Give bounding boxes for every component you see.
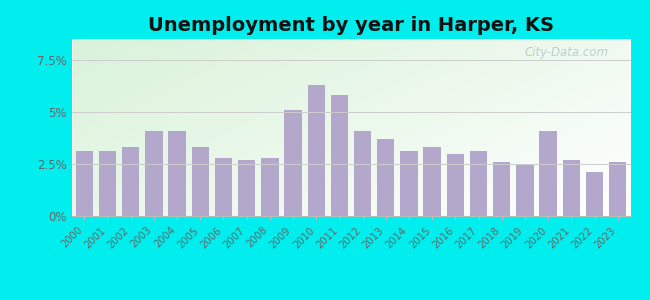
Text: City-Data.com: City-Data.com [524, 46, 608, 59]
Bar [168, 130, 186, 216]
Bar [493, 162, 510, 216]
Bar [214, 158, 232, 216]
Bar [99, 152, 116, 216]
Bar [470, 152, 488, 216]
Bar [75, 152, 93, 216]
Bar [284, 110, 302, 216]
Bar [354, 130, 371, 216]
Bar [516, 164, 534, 216]
Bar [400, 152, 418, 216]
Bar [307, 85, 325, 216]
Bar [122, 147, 139, 216]
Bar [609, 162, 627, 216]
Bar [238, 160, 255, 216]
Bar [192, 147, 209, 216]
Bar [331, 95, 348, 216]
Bar [586, 172, 603, 216]
Bar [145, 130, 162, 216]
Bar [447, 154, 464, 216]
Bar [540, 130, 557, 216]
Title: Unemployment by year in Harper, KS: Unemployment by year in Harper, KS [148, 16, 554, 35]
Bar [377, 139, 395, 216]
Bar [261, 158, 278, 216]
Bar [563, 160, 580, 216]
Bar [424, 147, 441, 216]
